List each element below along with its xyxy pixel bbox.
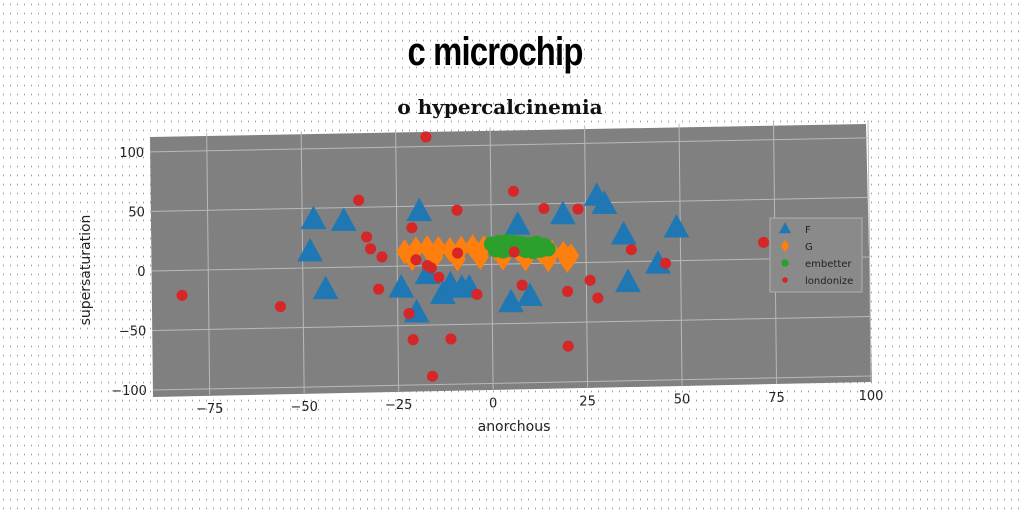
data-point-londonize <box>406 222 418 234</box>
y-tick-label: −50 <box>119 325 146 340</box>
data-point-londonize <box>562 340 574 352</box>
data-point-londonize <box>364 243 377 255</box>
data-point-londonize <box>451 247 464 259</box>
x-tick-label: 75 <box>768 391 785 406</box>
x-tick-label: 0 <box>489 396 497 411</box>
x-tick-label: 50 <box>674 393 691 408</box>
data-point-londonize <box>538 202 550 215</box>
data-point-londonize <box>373 283 385 295</box>
data-point-londonize <box>592 292 604 304</box>
data-point-f <box>550 200 576 225</box>
y-tick-label: 50 <box>128 205 145 220</box>
data-point-londonize <box>176 289 188 301</box>
series-londonize <box>176 131 770 382</box>
data-point-londonize <box>361 231 373 243</box>
data-point-londonize <box>758 236 770 248</box>
data-point-londonize <box>420 131 432 143</box>
data-point-f <box>300 205 327 230</box>
y-grid-line <box>152 375 871 391</box>
data-point-londonize <box>507 185 520 197</box>
legend-label: F <box>805 225 811 236</box>
data-point-f <box>591 190 618 214</box>
data-point-londonize <box>445 333 457 345</box>
data-point-londonize <box>376 251 388 263</box>
data-point-embetter <box>781 259 789 267</box>
x-grid-line <box>584 125 589 388</box>
x-grid-line <box>489 127 494 390</box>
data-point-embetter <box>540 241 556 257</box>
data-point-f <box>663 213 690 238</box>
x-tick-label: −25 <box>385 398 412 413</box>
y-grid-line <box>150 196 869 212</box>
data-point-londonize <box>403 308 415 320</box>
data-point-londonize <box>410 254 422 266</box>
plot-background <box>150 124 872 397</box>
x-grid-line <box>678 123 683 386</box>
data-point-f <box>504 211 531 235</box>
x-grid-line <box>206 132 211 395</box>
data-point-g <box>780 239 790 253</box>
legend-label: G <box>805 242 813 253</box>
data-point-londonize <box>471 288 483 300</box>
data-point-f <box>388 274 415 298</box>
y-grid-line <box>150 137 869 153</box>
x-axis-label: anorchous <box>478 419 551 435</box>
x-tick-label: −50 <box>290 400 317 415</box>
data-point-londonize <box>562 285 574 297</box>
data-point-f <box>516 282 543 306</box>
data-point-f <box>312 275 339 300</box>
x-grid-line <box>395 129 400 392</box>
data-point-londonize <box>516 279 528 291</box>
x-tick-label: −75 <box>196 402 223 417</box>
legend-label: londonize <box>805 276 853 287</box>
data-point-londonize <box>274 301 287 313</box>
data-point-f <box>498 288 524 313</box>
y-grid-line <box>151 256 870 272</box>
data-point-g <box>471 244 489 270</box>
y-tick-label: −100 <box>111 384 147 399</box>
data-point-g <box>558 247 576 274</box>
x-tick-label: 100 <box>859 389 884 404</box>
y-tick-label: 0 <box>137 265 145 280</box>
data-point-londonize <box>426 370 439 382</box>
chart-title: c microchip <box>407 30 583 74</box>
data-point-g <box>430 236 447 262</box>
y-tick-label: 100 <box>119 146 144 161</box>
data-point-londonize <box>433 271 445 283</box>
legend-label: embetter <box>805 259 852 270</box>
data-point-f <box>615 268 641 293</box>
data-point-londonize <box>425 262 437 274</box>
data-point-f <box>297 237 323 262</box>
data-point-g <box>464 234 481 260</box>
data-point-londonize <box>407 334 419 346</box>
data-point-londonize <box>782 277 788 283</box>
data-point-f <box>330 207 357 231</box>
data-point-londonize <box>625 244 637 256</box>
data-point-londonize <box>659 257 672 269</box>
x-grid-line <box>867 119 872 383</box>
data-point-londonize <box>451 204 463 216</box>
data-point-londonize <box>508 246 520 258</box>
y-axis-label: supersaturation <box>78 215 94 326</box>
y-grid-line <box>152 316 871 331</box>
tick-labels: −75 −50 −25 0 25 50 75 100 −100 −50 0 50 100 <box>111 146 883 417</box>
data-point-f <box>610 220 637 245</box>
data-point-f <box>406 197 433 222</box>
data-point-londonize <box>353 194 365 206</box>
x-tick-label: 25 <box>579 395 596 410</box>
series-f <box>297 182 690 323</box>
data-point-f <box>778 222 792 234</box>
chart-subtitle: o hypercalcinemia <box>397 95 603 119</box>
data-point-londonize <box>572 203 584 215</box>
data-point-londonize <box>584 274 596 286</box>
x-grid-line <box>300 131 305 394</box>
data-marks <box>176 131 770 382</box>
data-point-f <box>448 274 475 298</box>
